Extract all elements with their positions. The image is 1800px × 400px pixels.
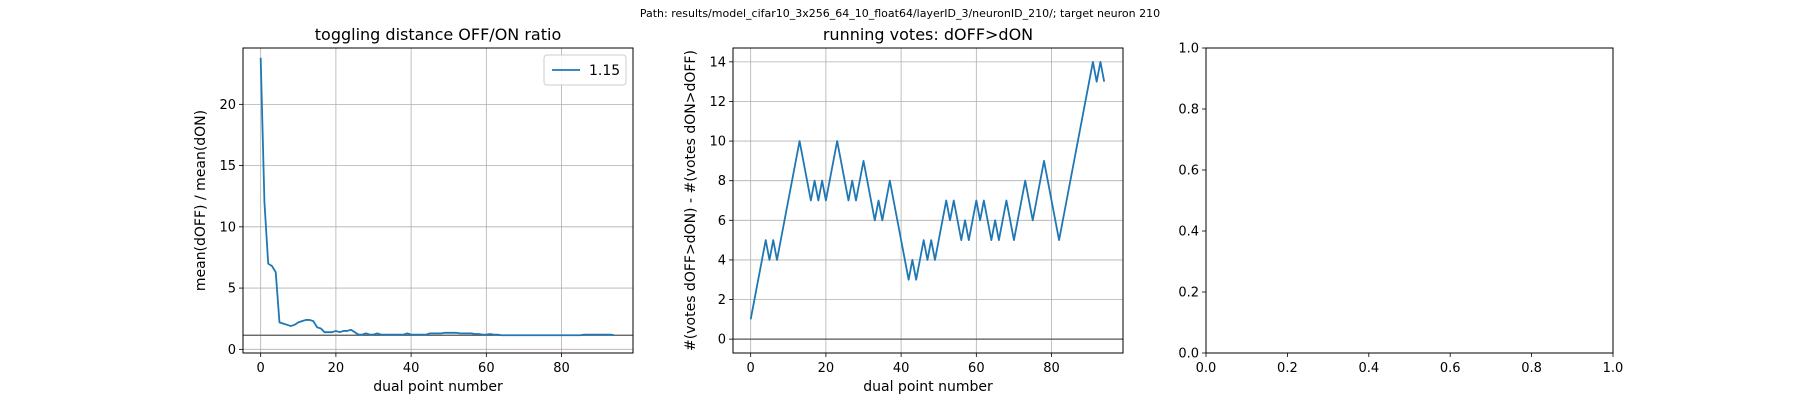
axes-ratio: 0 20 40 60 80 0 5 10 15 20 toggling distance OFF/O… xyxy=(193,25,634,395)
x-tick-label-1: 0.2 xyxy=(1277,361,1298,376)
y-tick-label-2: 10 xyxy=(219,220,236,235)
y-tick-label-1: 2 xyxy=(718,293,726,308)
legend-box xyxy=(543,54,627,86)
axes-frame xyxy=(732,47,1124,354)
y-tick-label-3: 15 xyxy=(219,159,236,174)
y-tick-label-0: 0 xyxy=(228,343,236,358)
y-tick-label-0: 0.0 xyxy=(1178,347,1199,362)
y-axis-label: #(votes dOFF>dON) - #(votes dON>dOFF) xyxy=(683,50,699,351)
chart-title: toggling distance OFF/ON ratio xyxy=(315,25,561,44)
legend: 1.15 xyxy=(543,54,627,86)
y-tick-label-7: 14 xyxy=(709,55,726,70)
y-tick-label-5: 1.0 xyxy=(1178,42,1199,57)
x-tick-label-3: 0.6 xyxy=(1440,361,1461,376)
y-tick-label-5: 10 xyxy=(709,135,726,150)
x-tick-label-4: 80 xyxy=(553,361,570,376)
y-tick-label-4: 0.8 xyxy=(1178,103,1199,118)
chart-title: running votes: dOFF>dON xyxy=(823,25,1033,44)
y-tick-label-4: 8 xyxy=(718,174,726,189)
x-tick-label-1: 20 xyxy=(328,361,345,376)
y-tick-label-1: 5 xyxy=(228,282,236,297)
x-tick-label-4: 0.8 xyxy=(1521,361,1542,376)
axes-frame xyxy=(1205,47,1614,354)
legend-label-0: 1.15 xyxy=(589,63,620,79)
y-tick-label-3: 6 xyxy=(718,214,726,229)
y-tick-label-4: 20 xyxy=(219,98,236,113)
x-tick-label-0: 0 xyxy=(747,361,755,376)
axes-empty: 0.0 0.2 0.4 0.6 0.8 1.0 0.0 0.2 0.4 0.6 0.8 1.0 xyxy=(1178,42,1623,377)
x-axis-label: dual point number xyxy=(373,379,503,395)
x-axis-label: dual point number xyxy=(863,379,993,395)
x-tick-label-3: 60 xyxy=(968,361,985,376)
y-tick-label-6: 12 xyxy=(709,95,726,110)
y-axis-label: mean(dOFF) / mean(dON) xyxy=(193,110,209,291)
x-tick-label-3: 60 xyxy=(478,361,495,376)
series-line-0 xyxy=(259,57,615,337)
x-tick-label-2: 40 xyxy=(403,361,420,376)
y-tick-label-3: 0.6 xyxy=(1178,164,1199,179)
x-tick-label-1: 20 xyxy=(818,361,835,376)
axes-running-votes: 0 20 40 60 80 0 2 4 6 8 10 12 14 running votes: dOFF>… xyxy=(683,25,1124,395)
figure-suptitle: Path: results/model_cifar10_3x256_64_10_… xyxy=(640,7,1160,20)
axes-frame xyxy=(242,47,634,354)
x-tick-label-4: 80 xyxy=(1043,361,1060,376)
y-tick-label-0: 0 xyxy=(718,333,726,348)
y-tick-label-1: 0.2 xyxy=(1178,286,1199,301)
series-line-0 xyxy=(749,60,1106,320)
x-tick-label-0: 0.0 xyxy=(1196,361,1217,376)
y-tick-label-2: 4 xyxy=(718,253,726,268)
x-tick-label-0: 0 xyxy=(257,361,265,376)
x-tick-label-2: 0.4 xyxy=(1358,361,1379,376)
y-tick-label-2: 0.4 xyxy=(1178,225,1199,240)
x-tick-label-2: 40 xyxy=(893,361,910,376)
x-tick-label-5: 1.0 xyxy=(1603,361,1624,376)
